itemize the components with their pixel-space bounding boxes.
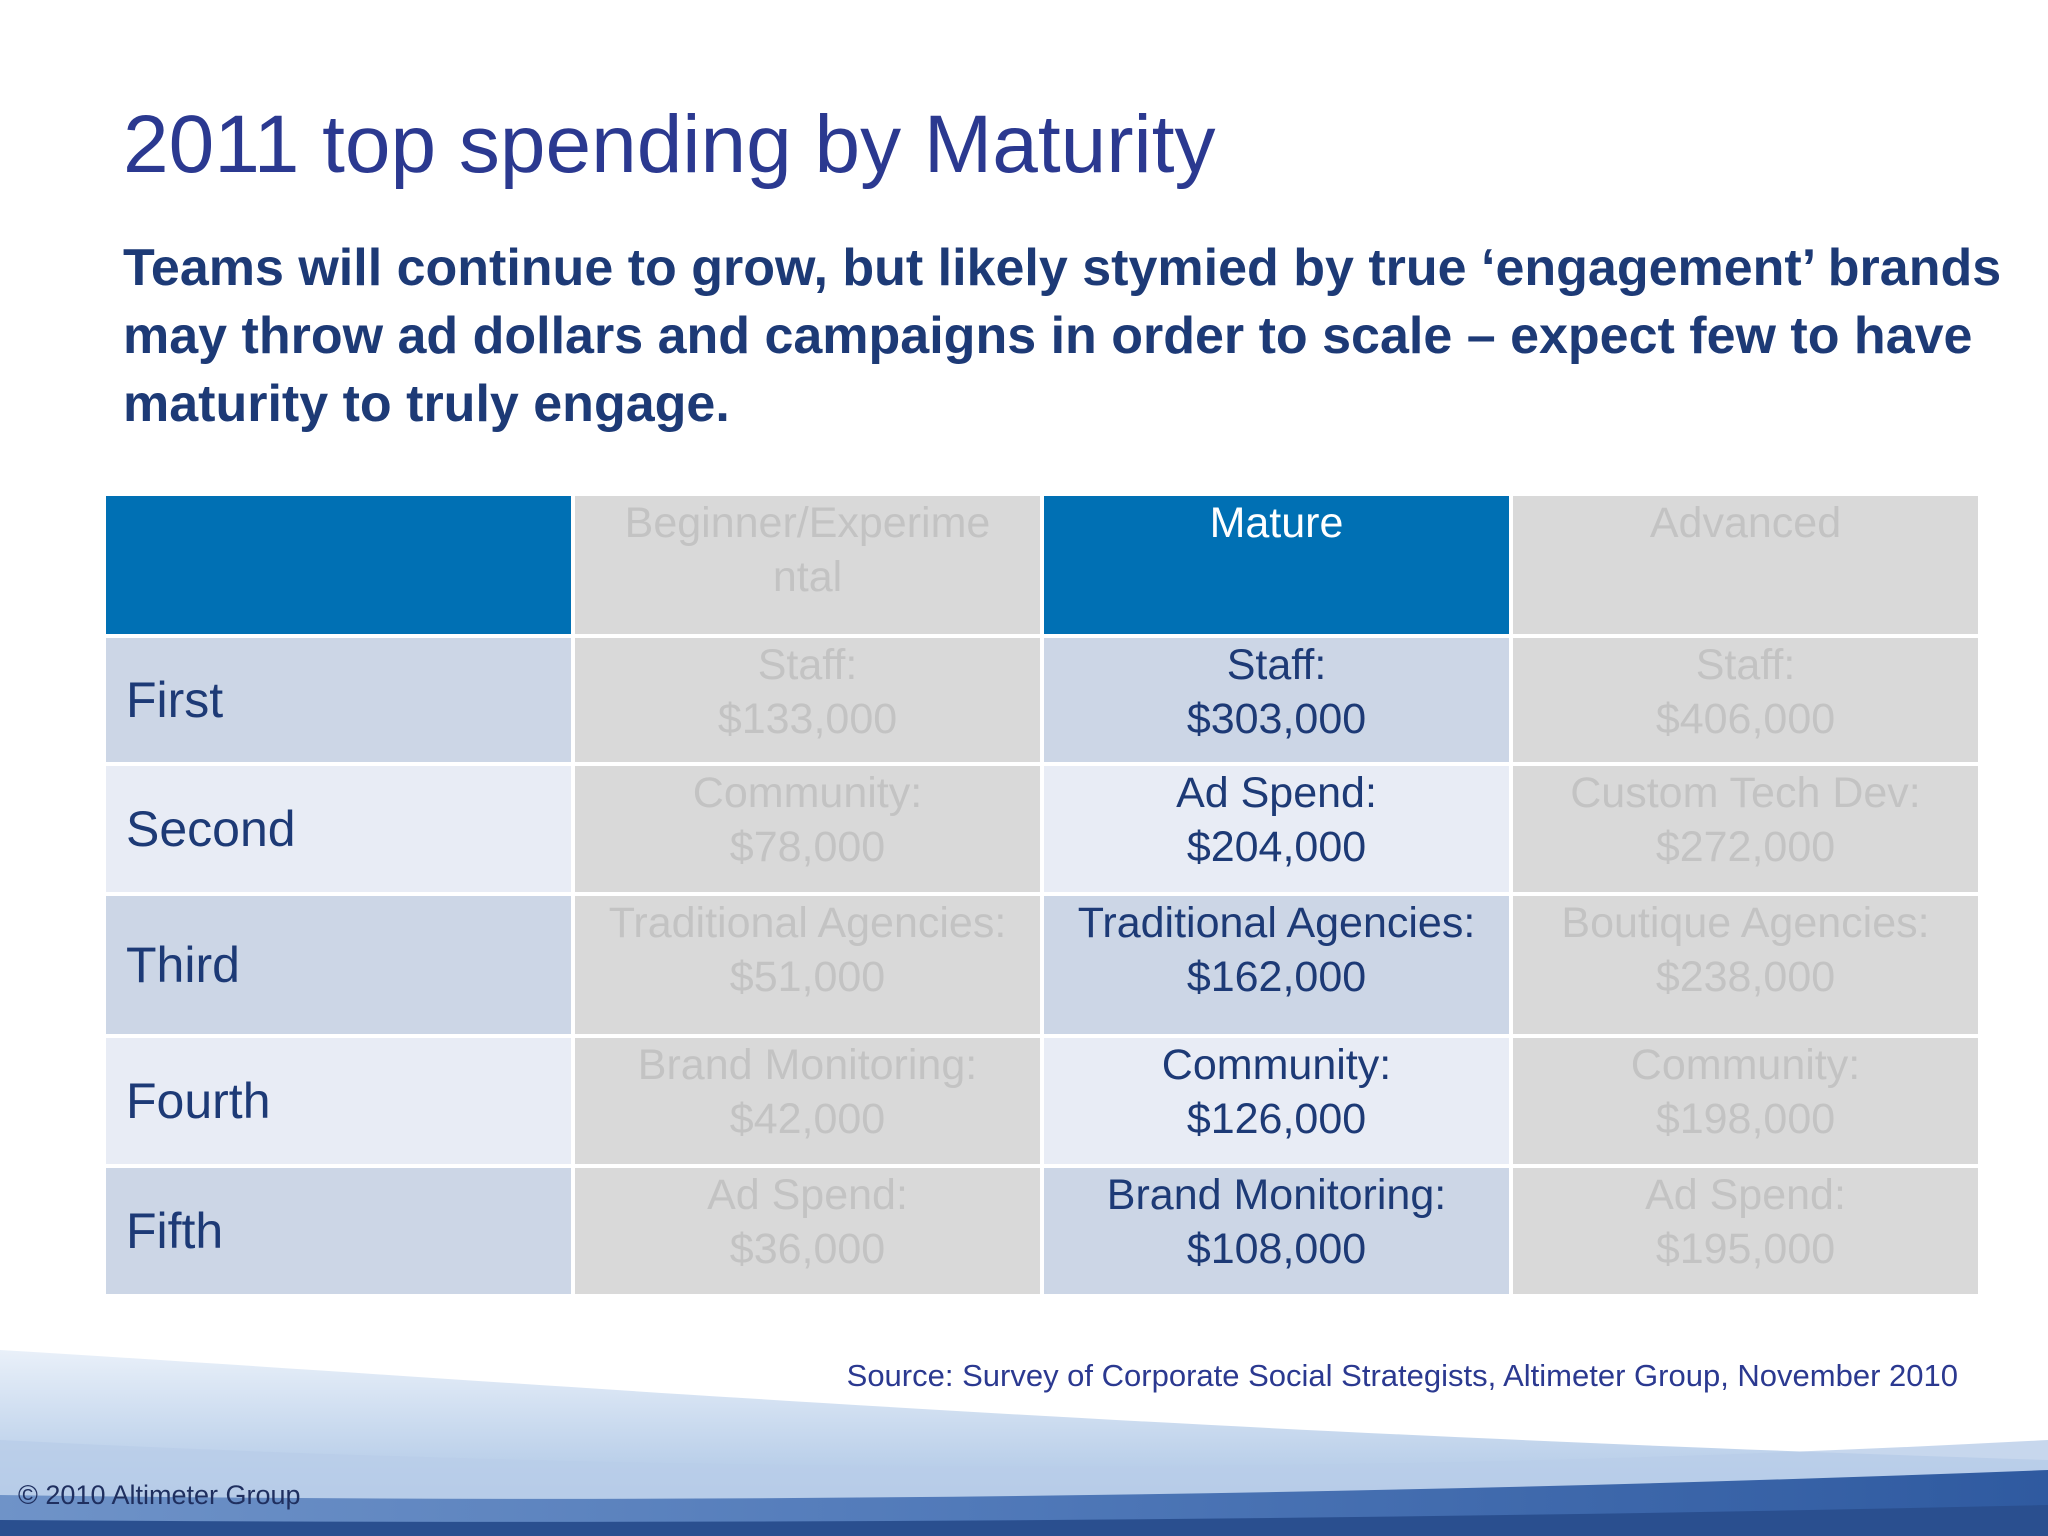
cell-item: Ad Spend: <box>1645 1171 1846 1219</box>
row-label: Second <box>106 766 571 892</box>
cell-item: Custom Tech Dev: <box>1570 769 1921 817</box>
cell-amount: $42,000 <box>729 1095 886 1143</box>
column-header-mature: Mature <box>1044 496 1509 634</box>
cell-item: Traditional Agencies: <box>1077 899 1476 947</box>
table-row: Third Traditional Agencies: $51,000 Trad… <box>106 896 1978 1034</box>
cell-amount: $195,000 <box>1655 1225 1836 1273</box>
table-header-corner <box>106 496 571 634</box>
cell-advanced: Ad Spend: $195,000 <box>1513 1168 1978 1294</box>
cell-item: Staff: <box>1695 641 1796 689</box>
cell-item: Traditional Agencies: <box>608 899 1007 947</box>
page-title: 2011 top spending by Maturity <box>123 99 1216 190</box>
cell-amount: $204,000 <box>1186 823 1367 871</box>
row-label: Fifth <box>106 1168 571 1294</box>
cell-advanced: Community: $198,000 <box>1513 1038 1978 1164</box>
row-label: First <box>106 638 571 762</box>
cell-item: Staff: <box>1226 641 1327 689</box>
table-row: Fourth Brand Monitoring: $42,000 Communi… <box>106 1038 1978 1164</box>
cell-item: Boutique Agencies: <box>1561 899 1930 947</box>
cell-item: Community: <box>1161 1041 1392 1089</box>
cell-mature: Traditional Agencies: $162,000 <box>1044 896 1509 1034</box>
cell-amount: $126,000 <box>1186 1095 1367 1143</box>
cell-mature: Staff: $303,000 <box>1044 638 1509 762</box>
cell-item: Community: <box>692 769 923 817</box>
cell-beginner: Traditional Agencies: $51,000 <box>575 896 1040 1034</box>
cell-amount: $406,000 <box>1655 695 1836 743</box>
cell-item: Community: <box>1630 1041 1861 1089</box>
spending-table: Beginner/Experime ntal Mature Advanced F… <box>102 492 1982 1298</box>
cell-advanced: Staff: $406,000 <box>1513 638 1978 762</box>
copyright-notice: © 2010 Altimeter Group <box>18 1480 301 1510</box>
column-header-beginner-line-2: ntal <box>772 553 843 601</box>
cell-mature: Ad Spend: $204,000 <box>1044 766 1509 892</box>
table-row: Second Community: $78,000 Ad Spend: $204… <box>106 766 1978 892</box>
cell-beginner: Brand Monitoring: $42,000 <box>575 1038 1040 1164</box>
cell-amount: $108,000 <box>1186 1225 1367 1273</box>
cell-item: Ad Spend: <box>707 1171 908 1219</box>
cell-item: Staff: <box>757 641 858 689</box>
column-header-beginner: Beginner/Experime ntal <box>575 496 1040 634</box>
table-row: Fifth Ad Spend: $36,000 Brand Monitoring… <box>106 1168 1978 1294</box>
footer-wave-decoration <box>0 1350 2048 1536</box>
row-label: Third <box>106 896 571 1034</box>
row-label: Fourth <box>106 1038 571 1164</box>
cell-item: Ad Spend: <box>1176 769 1377 817</box>
cell-advanced: Custom Tech Dev: $272,000 <box>1513 766 1978 892</box>
cell-beginner: Community: $78,000 <box>575 766 1040 892</box>
cell-amount: $162,000 <box>1186 953 1367 1001</box>
page-subtitle: Teams will continue to grow, but likely … <box>123 239 2002 433</box>
cell-item: Brand Monitoring: <box>1106 1171 1447 1219</box>
cell-advanced: Boutique Agencies: $238,000 <box>1513 896 1978 1034</box>
cell-amount: $78,000 <box>729 823 886 871</box>
cell-amount: $51,000 <box>729 953 886 1001</box>
cell-amount: $303,000 <box>1186 695 1367 743</box>
cell-amount: $36,000 <box>729 1225 886 1273</box>
column-header-beginner-line-1: Beginner/Experime <box>624 499 991 547</box>
table-row: First Staff: $133,000 Staff: $303,000 St… <box>106 638 1978 762</box>
cell-item: Brand Monitoring: <box>637 1041 978 1089</box>
cell-amount: $272,000 <box>1655 823 1836 871</box>
cell-mature: Community: $126,000 <box>1044 1038 1509 1164</box>
column-header-advanced: Advanced <box>1513 496 1978 634</box>
cell-beginner: Ad Spend: $36,000 <box>575 1168 1040 1294</box>
cell-amount: $133,000 <box>717 695 898 743</box>
table-header-row: Beginner/Experime ntal Mature Advanced <box>106 496 1978 634</box>
source-note: Source: Survey of Corporate Social Strat… <box>846 1358 1958 1393</box>
cell-beginner: Staff: $133,000 <box>575 638 1040 762</box>
cell-amount: $238,000 <box>1655 953 1836 1001</box>
cell-mature: Brand Monitoring: $108,000 <box>1044 1168 1509 1294</box>
cell-amount: $198,000 <box>1655 1095 1836 1143</box>
